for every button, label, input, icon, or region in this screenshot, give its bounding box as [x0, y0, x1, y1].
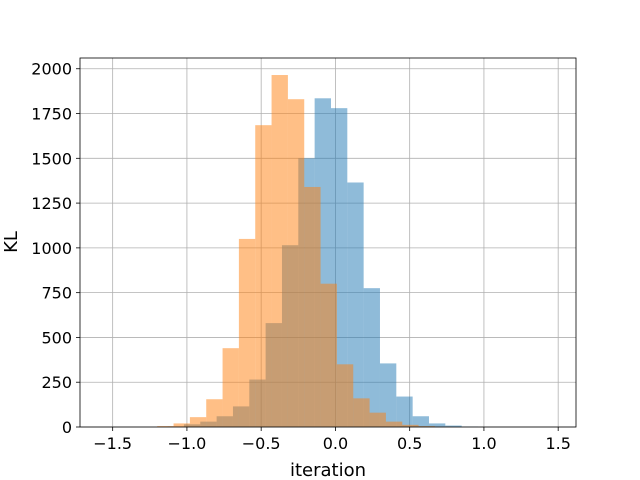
- x-tick-label: 0.0: [323, 434, 348, 453]
- y-tick-label: 2000: [31, 60, 72, 79]
- x-tick-label: 0.5: [397, 434, 422, 453]
- y-tick-label: 1250: [31, 194, 72, 213]
- y-tick-label: 1750: [31, 105, 72, 124]
- histogram-bar: [385, 421, 403, 427]
- plot-frame: [79, 57, 577, 428]
- histogram-series-1: [157, 75, 452, 427]
- histogram-bar: [287, 99, 305, 427]
- histogram-bar: [363, 288, 380, 427]
- y-tick-label: 250: [41, 373, 72, 392]
- histogram-bar: [206, 399, 223, 427]
- x-axis-ticks: −1.5 −1.0 −0.5 0.0 0.5 1.0 1.5: [93, 427, 571, 453]
- histogram-bar: [369, 412, 386, 427]
- y-tick-label: 750: [41, 284, 72, 303]
- histogram-bar: [320, 283, 337, 427]
- histogram-bar: [336, 364, 354, 427]
- histogram-bar: [271, 75, 288, 427]
- x-axis-label: iteration: [290, 460, 366, 480]
- histogram-bar: [445, 425, 462, 427]
- y-axis-ticks: 0 250 500 750 1000 1250 1500 1750 2000: [31, 60, 80, 437]
- histogram-bar: [428, 423, 446, 427]
- histogram-bar: [255, 125, 272, 427]
- histogram-bar: [353, 398, 370, 427]
- y-tick-label: 0: [62, 418, 72, 437]
- bars: [157, 75, 478, 428]
- y-tick-label: 1000: [31, 239, 72, 258]
- histogram-bar: [157, 426, 174, 427]
- y-axis-label: KL: [1, 231, 22, 253]
- x-tick-label: −1.0: [167, 434, 206, 453]
- histogram-bar: [412, 416, 429, 427]
- histogram-bar: [173, 423, 190, 427]
- y-tick-label: 500: [41, 328, 72, 347]
- histogram-bar: [402, 424, 419, 427]
- histogram-bar: [222, 348, 239, 427]
- x-tick-label: 1.5: [545, 434, 570, 453]
- y-tick-label: 1500: [31, 149, 72, 168]
- histogram-bar: [396, 396, 413, 427]
- histogram-bar: [189, 417, 207, 427]
- x-tick-label: −1.5: [93, 434, 132, 453]
- histogram-bar: [379, 363, 397, 427]
- x-tick-label: 1.0: [471, 434, 496, 453]
- x-tick-label: −0.5: [242, 434, 281, 453]
- histogram-bar: [238, 238, 256, 427]
- histogram-bar: [418, 426, 435, 427]
- histogram-bar: [304, 186, 321, 427]
